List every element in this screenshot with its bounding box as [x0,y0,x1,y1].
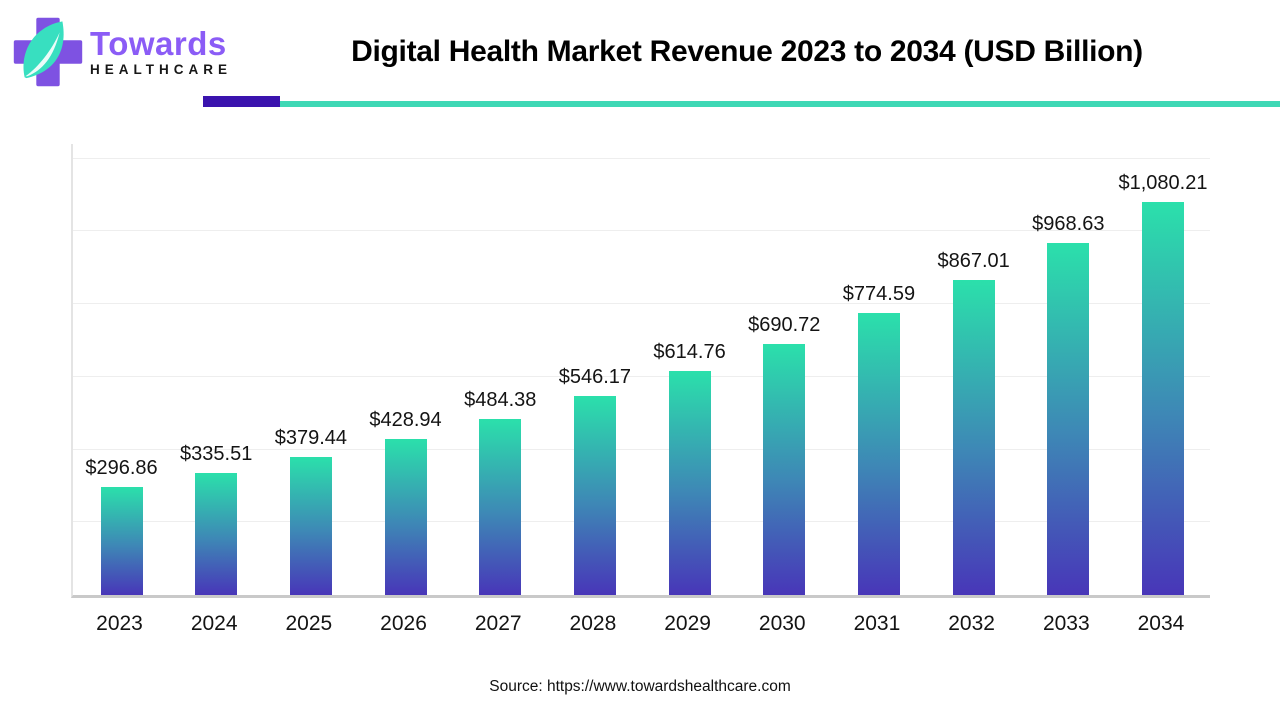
bar-value-label: $1,080.21 [1118,172,1208,195]
divider-purple-segment [203,96,280,107]
x-axis-label: 2030 [758,612,806,635]
bar-value-label: $774.59 [842,283,916,306]
bar-2026 [384,439,427,595]
bar-value-label: $484.38 [464,388,537,411]
x-axis-label: 2023 [96,612,143,635]
bar-2034 [1141,202,1184,595]
x-axis-label: 2031 [853,612,901,635]
footer: Source: https://www.towardshealthcare.co… [0,678,1280,696]
bar-2033 [1047,242,1090,595]
gridline [73,157,1210,159]
gridline [73,448,1210,450]
gridline [73,230,1210,232]
x-axis-label: 2032 [948,612,995,635]
bar-value-label: $379.44 [274,427,348,449]
x-axis-label: 2026 [380,612,427,635]
bar-value-label: $614.76 [653,341,726,364]
bar-value-label: $546.17 [558,366,632,389]
x-axis-label: 2033 [1042,612,1090,635]
gridline [73,521,1210,523]
cross-leaf-logo-icon [13,17,83,87]
bar-value-label: $968.63 [1032,212,1105,235]
bar-2024 [195,473,238,595]
divider [203,96,1280,107]
x-axis-label: 2029 [664,612,711,635]
bar-2029 [668,371,711,595]
header: Towards HEALTHCARE Digital Health Market… [0,0,1280,94]
bar-2028 [573,396,616,595]
brand-text: Towards HEALTHCARE [90,27,232,77]
bar-2030 [763,343,806,595]
x-axis-label: 2027 [474,612,522,635]
gridline [73,375,1210,377]
x-axis-label: 2024 [190,612,238,635]
bar-2023 [100,487,143,595]
x-axis-label: 2028 [569,612,617,635]
brand-name: Towards [90,25,227,62]
bar-value-label: $690.72 [748,313,821,336]
x-axis-label: 2025 [285,612,333,635]
x-axis-label: 2034 [1137,612,1185,635]
bar-2032 [952,279,995,595]
bar-value-label: $428.94 [369,409,442,431]
x-axis-labels: 2023 2024 2025 2026 2027 2028 2029 2030 2031 2032… [71,612,1208,638]
gridline [73,303,1210,305]
bar-value-label: $335.51 [180,443,253,465]
bar-value-label: $296.86 [85,457,158,479]
plot-area: $296.86 $335.51 $379.44 $428.94 $484.38 $546.… [71,144,1210,598]
divider-teal-segment [280,101,1280,107]
chart-area: $296.86 $335.51 $379.44 $428.94 $484.38 $546.… [0,144,1280,638]
bar-2031 [857,313,900,595]
page: Towards HEALTHCARE Digital Health Market… [0,0,1280,696]
bar-value-label: $867.01 [937,249,1010,272]
chart-title: Digital Health Market Revenue 2023 to 20… [351,35,1143,68]
brand-subtitle: HEALTHCARE [90,62,232,77]
bar-2027 [479,418,522,595]
brand-logo: Towards HEALTHCARE [12,14,238,90]
bar-2025 [289,457,332,595]
source-text: Source: https://www.towardshealthcare.co… [489,678,791,695]
